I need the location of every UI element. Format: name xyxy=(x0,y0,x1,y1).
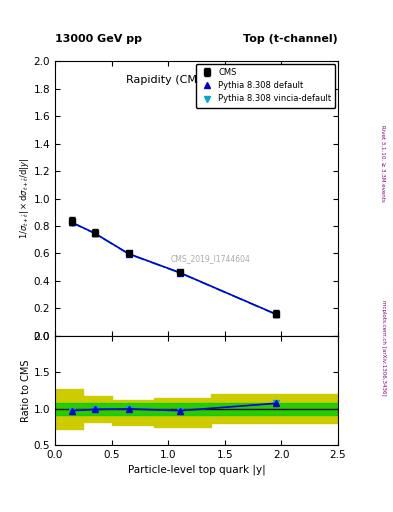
Text: Top (t-channel): Top (t-channel) xyxy=(243,33,338,44)
Line: Pythia 8.308 vincia-default: Pythia 8.308 vincia-default xyxy=(68,219,279,318)
Pythia 8.308 default xyxy=(274,311,278,317)
Pythia 8.308 default xyxy=(92,230,97,236)
Y-axis label: Ratio to CMS: Ratio to CMS xyxy=(21,359,31,422)
Pythia 8.308 vincia-default xyxy=(70,220,74,226)
Legend: CMS, Pythia 8.308 default, Pythia 8.308 vincia-default: CMS, Pythia 8.308 default, Pythia 8.308 … xyxy=(196,64,336,108)
X-axis label: Particle-level top quark |y|: Particle-level top quark |y| xyxy=(128,464,265,475)
Pythia 8.308 default xyxy=(70,219,74,225)
Text: Rapidity (CMS single top): Rapidity (CMS single top) xyxy=(126,75,267,85)
Pythia 8.308 vincia-default xyxy=(126,251,131,257)
Pythia 8.308 vincia-default xyxy=(274,311,278,317)
Text: CMS_2019_I1744604: CMS_2019_I1744604 xyxy=(171,254,251,264)
Pythia 8.308 default xyxy=(177,269,182,275)
Line: Pythia 8.308 default: Pythia 8.308 default xyxy=(68,219,279,317)
Pythia 8.308 vincia-default xyxy=(92,230,97,237)
Pythia 8.308 vincia-default xyxy=(177,270,182,276)
Y-axis label: $1/\sigma_{t+\bar{t}}|\times{\rm d}\sigma_{t+\bar{t}}/{\rm d}|y|$: $1/\sigma_{t+\bar{t}}|\times{\rm d}\sigm… xyxy=(18,158,31,239)
Text: Rivet 3.1.10, ≥ 3.3M events: Rivet 3.1.10, ≥ 3.3M events xyxy=(381,125,386,202)
Text: mcplots.cern.ch [arXiv:1306.3436]: mcplots.cern.ch [arXiv:1306.3436] xyxy=(381,301,386,396)
Pythia 8.308 default xyxy=(126,251,131,257)
Text: 13000 GeV pp: 13000 GeV pp xyxy=(55,33,142,44)
